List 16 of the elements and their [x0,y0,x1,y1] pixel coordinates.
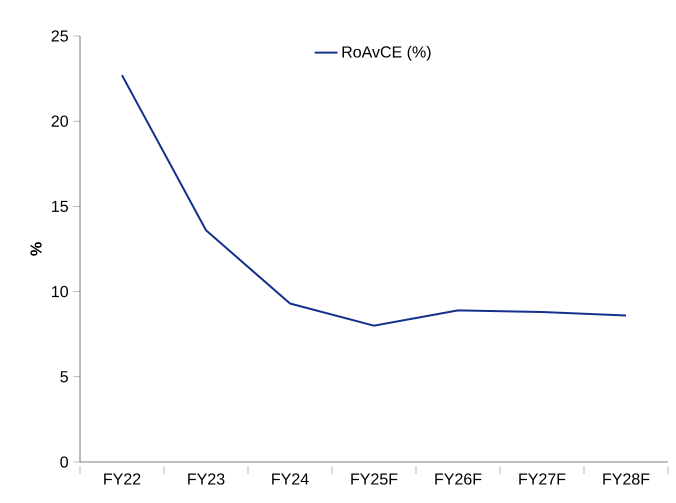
x-tick-label: FY26F [435,473,482,485]
y-tick-label: 15 [52,200,68,212]
x-tick-label: FY22 [104,473,140,485]
legend-label: RoAvCE (%) [342,46,431,61]
x-tick-label: FY25F [351,473,398,485]
y-tick-label: 0 [60,456,68,468]
x-tick-label: FY27F [519,473,566,485]
y-axis-title: % [30,242,42,256]
x-tick-label: FY28F [603,473,650,485]
line-series [121,74,627,327]
x-tick-label: FY23 [188,473,224,485]
y-tick-label: 20 [52,116,68,127]
x-tick-label: FY24 [272,473,309,485]
y-tick-label: 5 [60,371,68,382]
y-tick-label: 25 [52,30,68,42]
y-tick-label: 10 [52,286,68,298]
